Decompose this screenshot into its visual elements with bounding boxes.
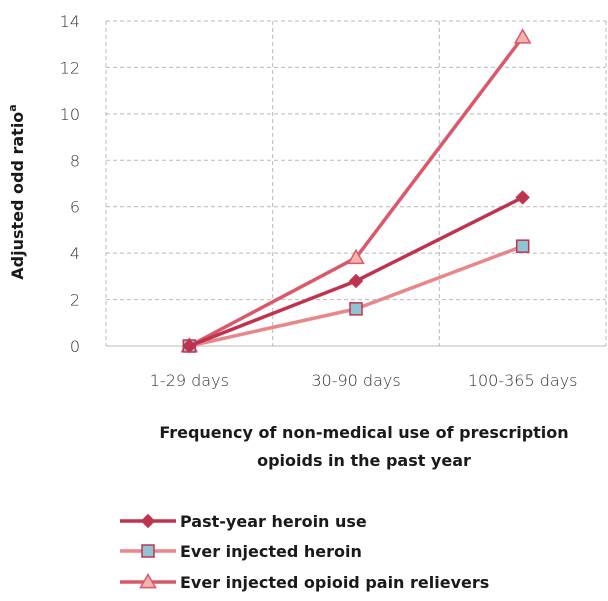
y-axis-title-superscript: a xyxy=(6,104,19,111)
data-point-marker xyxy=(347,248,365,265)
legend-item: Ever injected opioid pain relievers xyxy=(120,572,489,592)
y-tick-label: 12 xyxy=(60,58,80,77)
data-point-marker xyxy=(349,302,363,316)
y-tick-label: 8 xyxy=(70,151,80,170)
x-axis-title-line2: opioids in the past year xyxy=(257,451,471,470)
legend-swatch-marker xyxy=(140,513,156,529)
y-tick-label: 10 xyxy=(60,105,80,124)
x-tick-labels: 1-29 days 30-90 days 100-365 days xyxy=(150,371,578,390)
legend-item: Past-year heroin use xyxy=(120,512,367,531)
data-point-marker xyxy=(182,338,197,354)
y-axis-title: Adjusted odd ratioa xyxy=(6,104,27,279)
legend-label: Ever injected opioid pain relievers xyxy=(180,573,489,592)
y-tick-labels: 0 2 4 6 8 10 12 14 xyxy=(60,12,80,356)
legend-swatch-marker xyxy=(139,572,157,589)
data-point-marker xyxy=(513,28,532,44)
legend-label: Past-year heroin use xyxy=(180,512,367,531)
x-axis-title-line1: Frequency of non-medical use of prescrip… xyxy=(159,423,568,442)
y-tick-label: 2 xyxy=(70,291,80,310)
data-point-marker xyxy=(515,190,530,205)
x-tick-label: 30-90 days xyxy=(311,371,400,390)
legend: Past-year heroin use Ever injected heroin… xyxy=(120,512,489,592)
y-tick-label: 4 xyxy=(70,244,80,263)
y-tick-label: 6 xyxy=(70,198,80,217)
data-point-marker xyxy=(348,273,364,289)
x-tick-label: 1-29 days xyxy=(150,371,229,390)
series-diamond xyxy=(182,190,530,354)
legend-swatch-marker xyxy=(141,544,155,558)
y-tick-label: 0 xyxy=(70,337,80,356)
series-group xyxy=(180,28,532,354)
legend-label: Ever injected heroin xyxy=(180,542,362,561)
legend-item: Ever injected heroin xyxy=(120,542,362,561)
data-point-marker xyxy=(515,239,530,253)
grid-lines xyxy=(105,20,607,347)
x-tick-label: 100-365 days xyxy=(468,371,578,390)
series-line xyxy=(188,195,524,348)
y-tick-label: 14 xyxy=(60,12,80,31)
y-axis-title-text: Adjusted odd ratio xyxy=(8,112,27,280)
